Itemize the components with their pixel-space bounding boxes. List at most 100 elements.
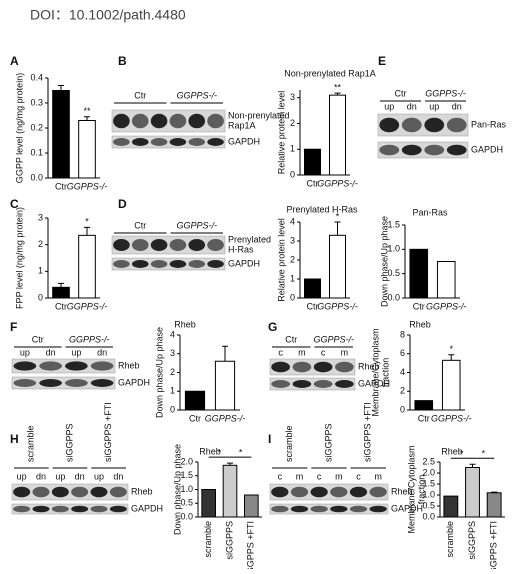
error-bar — [84, 116, 90, 121]
panel-label: A — [10, 54, 19, 68]
group-label: scramble — [26, 425, 36, 462]
x-tick-label: Ctr — [307, 178, 319, 188]
band — [188, 113, 206, 129]
y-tick-label: 0 — [38, 292, 43, 302]
band — [424, 144, 445, 156]
error-bar — [227, 462, 233, 466]
band — [39, 379, 62, 387]
row-label: GAPDH — [391, 503, 423, 513]
y-tick-label: 0.3 — [30, 97, 43, 107]
error-bar — [334, 221, 341, 236]
lane-label: dn — [75, 471, 85, 481]
significance-mark: ** — [334, 82, 342, 92]
row-label: GAPDH — [131, 503, 163, 513]
band — [424, 117, 445, 133]
significance-mark: * — [482, 449, 486, 459]
band — [131, 138, 149, 146]
y-axis-label: FPP level (ng/mg protein) — [14, 207, 24, 309]
band — [113, 239, 130, 251]
y-tick-label: 2 — [290, 118, 295, 128]
bar — [329, 94, 346, 176]
band — [292, 361, 312, 373]
band — [292, 380, 312, 388]
y-axis-label: Relative protein level — [276, 218, 286, 302]
band — [379, 144, 400, 156]
y-tick-label: 1 — [290, 273, 295, 283]
x-tick-label: siGGPPS — [467, 521, 477, 560]
bar — [78, 234, 96, 299]
x-tick-label: Ctr — [55, 301, 67, 311]
x-tick-label: scramble — [445, 521, 455, 558]
row-label: GAPDH — [228, 258, 260, 268]
y-tick-label: 3 — [38, 212, 43, 222]
blot-strip — [269, 503, 389, 515]
x-tick-label: GGPPS-/- — [67, 301, 108, 311]
significance-mark: * — [449, 344, 453, 354]
row-label: Rheb — [358, 361, 380, 371]
chart-title: Rheb — [409, 319, 431, 329]
lane-label: up — [94, 471, 104, 481]
y-tick-label: 2 — [400, 386, 405, 396]
blot-strip — [377, 141, 469, 159]
y-axis-label: Membrane/Cytoplasm — [370, 328, 380, 416]
row-label: Rheb — [391, 486, 413, 496]
band — [90, 379, 114, 387]
bar — [304, 278, 321, 299]
y-axis-label: Down phase/Up phase — [154, 327, 164, 418]
lane-label: dn — [97, 347, 107, 357]
bar — [222, 464, 238, 518]
chart-title: Rheb — [199, 446, 221, 456]
y-axis-label: GGPP level (ng/mg protein) — [14, 73, 24, 183]
y-tick-label: 0 — [400, 404, 405, 414]
y-tick-label: 3 — [290, 235, 295, 245]
bar — [414, 400, 434, 411]
row-label: Rheb — [118, 360, 140, 370]
band — [335, 361, 354, 373]
bar — [78, 120, 96, 179]
lane-label: c — [278, 347, 283, 357]
error-bar — [58, 85, 64, 91]
band — [131, 113, 149, 129]
y-axis-label: Relative protein level — [276, 91, 286, 175]
y-tick-label: 0.0 — [180, 511, 193, 521]
y-axis-label: fraction — [380, 358, 390, 388]
bar — [184, 390, 206, 411]
band — [65, 361, 88, 371]
band — [207, 113, 224, 129]
bar — [465, 467, 480, 518]
x-tick-label: Ctr — [418, 413, 430, 423]
lane-label: c — [356, 471, 361, 481]
y-axis-label: fraction — [416, 475, 426, 505]
y-tick-label: 2.0 — [422, 467, 435, 477]
band — [150, 113, 168, 129]
band — [169, 260, 187, 268]
group-label: siGGPPS — [64, 423, 74, 462]
bar — [201, 489, 216, 518]
bar — [486, 492, 502, 518]
band — [271, 361, 290, 373]
band — [349, 505, 368, 513]
y-tick-label: 2 — [170, 367, 175, 377]
x-tick-label: scramble — [203, 521, 213, 558]
band — [379, 117, 400, 133]
y-tick-label: 0.0 — [30, 172, 43, 182]
y-tick-label: 3 — [290, 92, 295, 102]
row-label: Rap1A — [228, 120, 256, 130]
panel-label: C — [10, 197, 19, 211]
band — [150, 239, 168, 251]
band — [188, 239, 206, 251]
band — [109, 505, 127, 513]
group-label: GGPPS-/- — [313, 334, 354, 344]
bar — [52, 286, 70, 299]
y-tick-label: 4 — [290, 216, 295, 226]
significance-mark: * — [336, 211, 340, 221]
group-label: scramble — [284, 425, 294, 462]
band — [113, 260, 130, 268]
lane-label: dn — [113, 471, 123, 481]
band — [113, 113, 130, 129]
lane-label: m — [374, 471, 382, 481]
group-label: Ctr — [134, 90, 146, 100]
chart-title: Pan-Ras — [412, 207, 448, 217]
y-tick-label: 1.5 — [422, 478, 435, 488]
